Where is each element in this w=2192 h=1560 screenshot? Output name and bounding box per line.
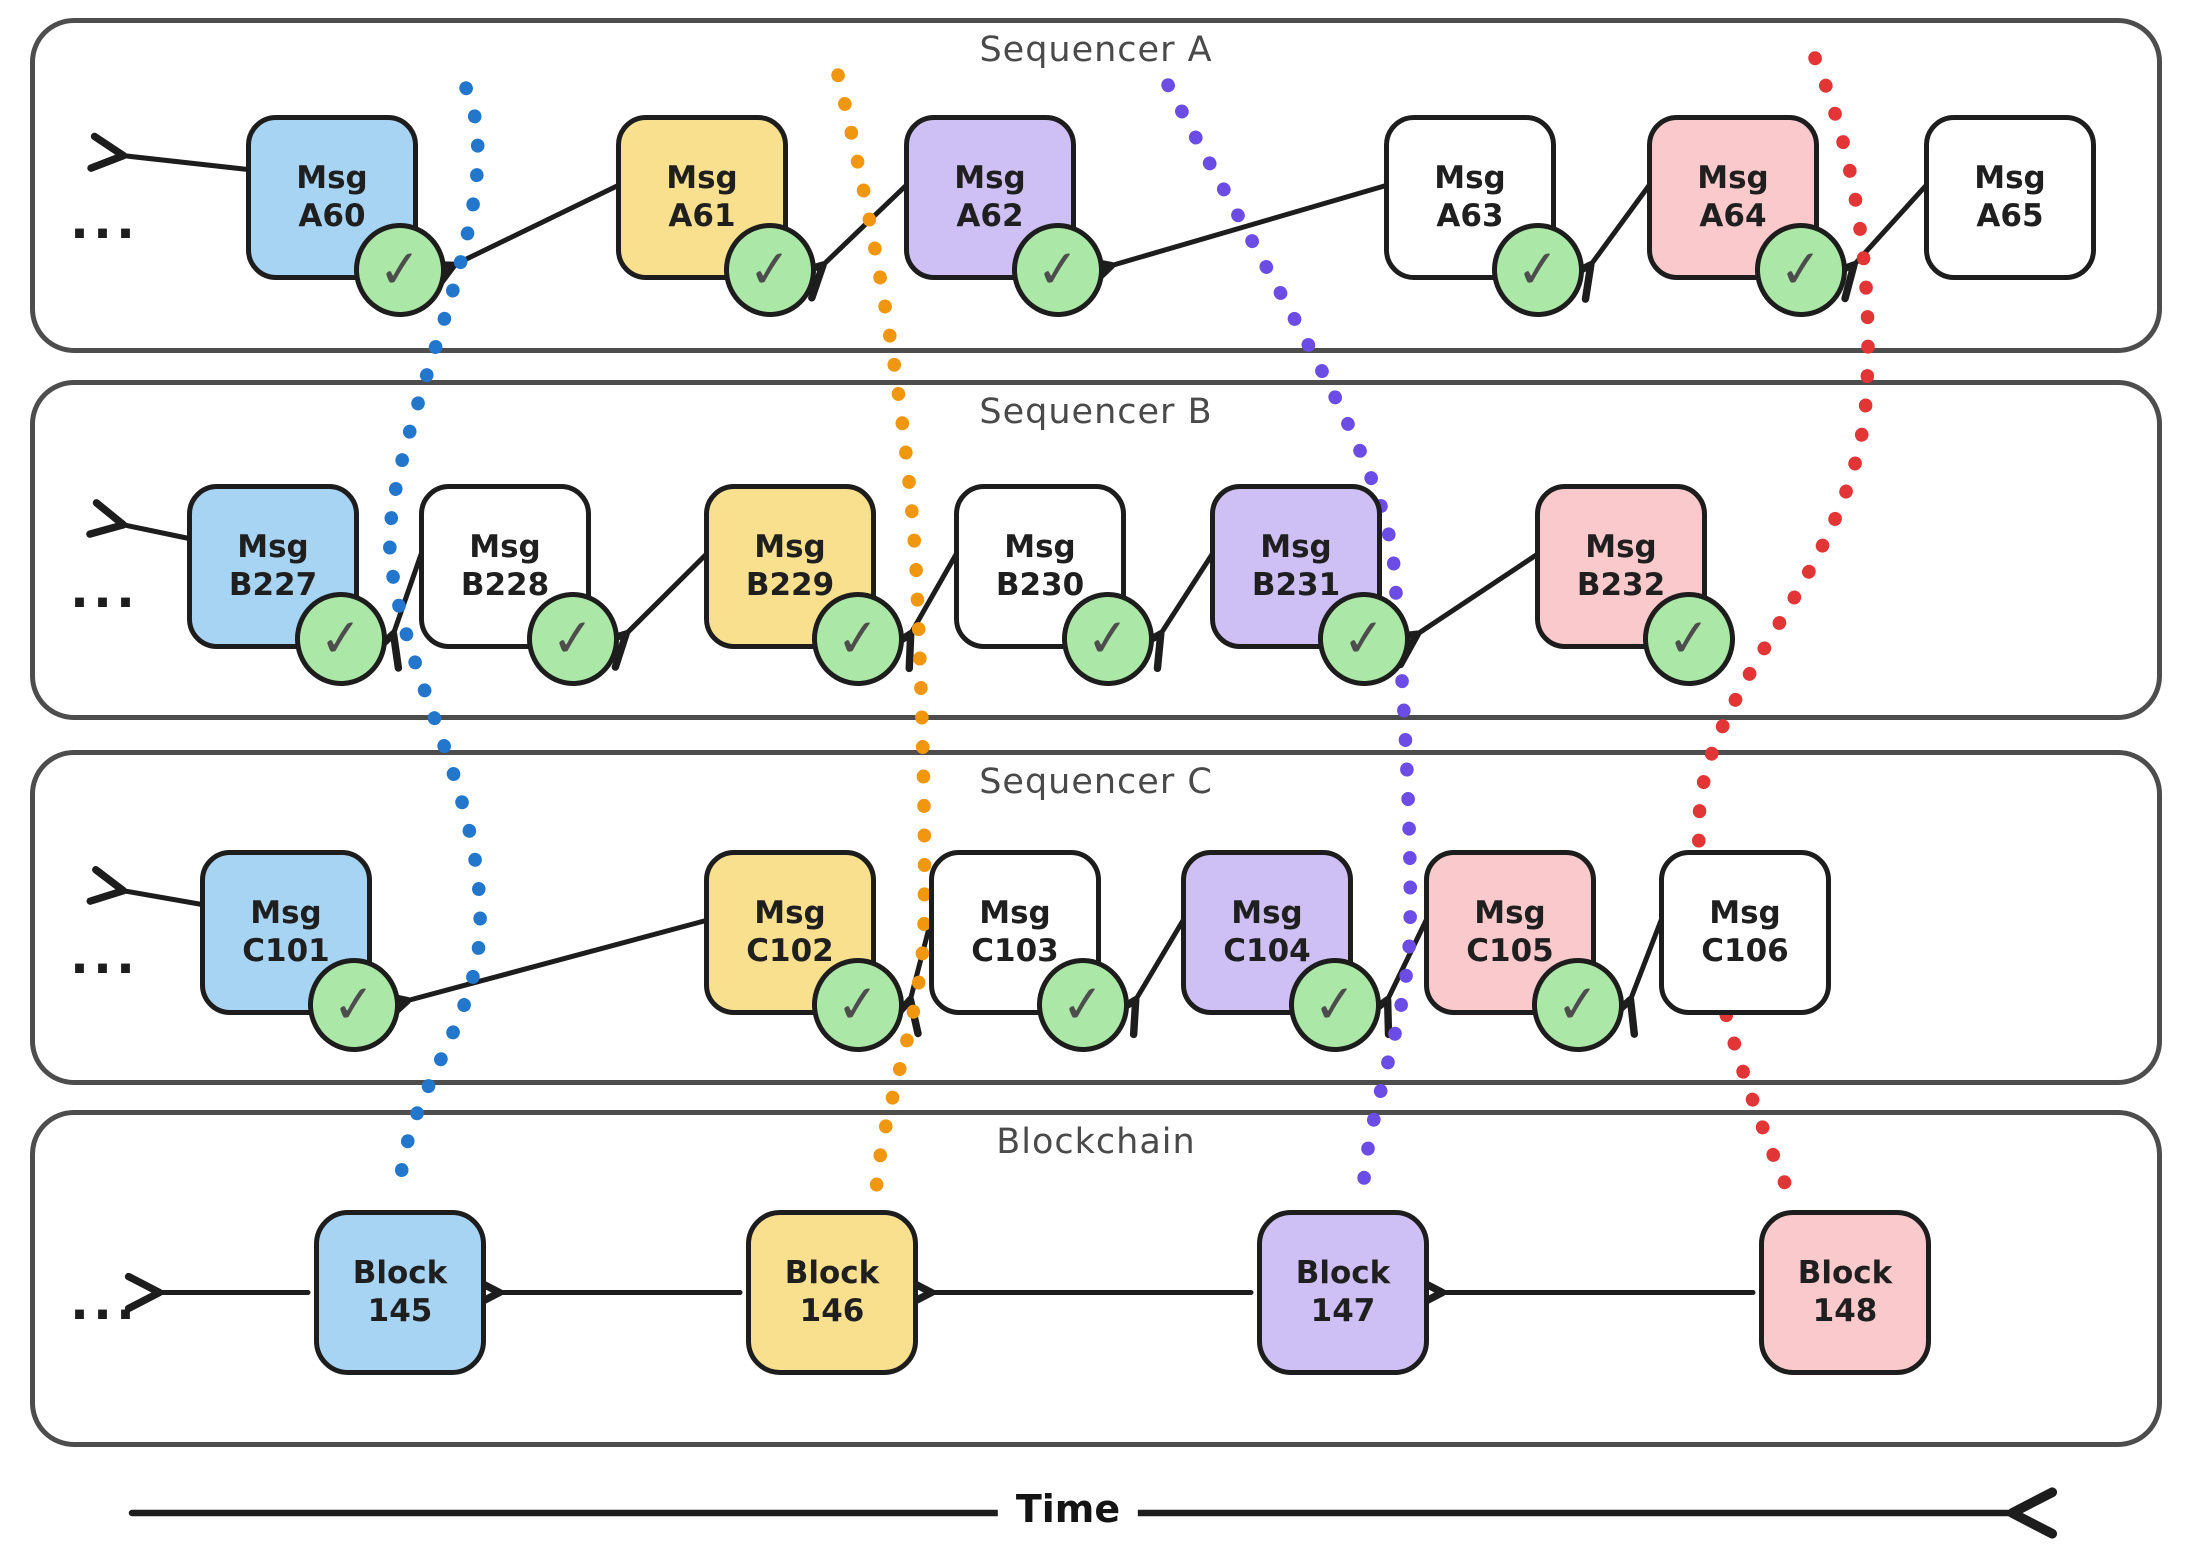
box-label-kind: Msg: [1585, 528, 1657, 565]
message-A61: Msg A61: [616, 115, 788, 280]
box-label-kind: Msg: [250, 894, 322, 931]
block-147: Block 147: [1257, 1210, 1429, 1375]
box-label-id: A62: [956, 197, 1024, 234]
ellipsis-blockchain: ...: [70, 1272, 139, 1331]
time-axis-label: Time: [997, 1487, 1139, 1531]
box-label-id: A61: [668, 197, 736, 234]
box-label-id: B228: [460, 566, 550, 603]
box-label-kind: Msg: [754, 528, 826, 565]
box-label-id: 148: [1812, 1292, 1878, 1329]
box-label-kind: Msg: [979, 894, 1051, 931]
box-label-kind: Msg: [469, 528, 541, 565]
box-label-kind: Msg: [666, 159, 738, 196]
ellipsis-sequencer-a: ...: [70, 191, 139, 250]
box-label-kind: Block: [1295, 1254, 1391, 1291]
box-label-id: A65: [1976, 197, 2044, 234]
block-146: Block 146: [746, 1210, 918, 1375]
panel-title-sequencer-c: Sequencer C: [979, 762, 1213, 802]
box-label-kind: Msg: [1974, 159, 2046, 196]
box-label-id: C104: [1223, 932, 1311, 969]
box-label-id: C106: [1701, 932, 1789, 969]
box-label-kind: Msg: [954, 159, 1026, 196]
box-label-id: C102: [746, 932, 834, 969]
panel-title-sequencer-b: Sequencer B: [979, 392, 1213, 432]
box-label-id: 147: [1310, 1292, 1376, 1329]
box-label-kind: Block: [784, 1254, 880, 1291]
box-label-kind: Msg: [296, 159, 368, 196]
message-C105: Msg C105: [1424, 850, 1596, 1015]
box-label-kind: Block: [1797, 1254, 1893, 1291]
panel-title-sequencer-a: Sequencer A: [979, 30, 1213, 70]
message-C106: Msg C106: [1659, 850, 1831, 1015]
box-label-id: B231: [1251, 566, 1341, 603]
message-B230: Msg B230: [954, 484, 1126, 649]
message-A65: Msg A65: [1924, 115, 2096, 280]
box-label-kind: Msg: [754, 894, 826, 931]
box-label-id: C101: [242, 932, 330, 969]
panel-title-blockchain: Blockchain: [996, 1122, 1196, 1162]
box-label-id: A64: [1699, 197, 1767, 234]
message-C103: Msg C103: [929, 850, 1101, 1015]
box-label-kind: Msg: [1004, 528, 1076, 565]
box-label-id: B227: [228, 566, 318, 603]
box-label-id: 146: [799, 1292, 865, 1329]
block-148: Block 148: [1759, 1210, 1931, 1375]
box-label-kind: Block: [352, 1254, 448, 1291]
box-label-id: C103: [971, 932, 1059, 969]
box-label-kind: Msg: [1260, 528, 1332, 565]
box-label-id: B232: [1576, 566, 1666, 603]
box-label-id: A60: [298, 197, 366, 234]
box-label-kind: Msg: [1231, 894, 1303, 931]
box-label-kind: Msg: [1697, 159, 1769, 196]
box-label-kind: Msg: [1434, 159, 1506, 196]
box-label-id: A63: [1436, 197, 1504, 234]
box-label-kind: Msg: [1474, 894, 1546, 931]
box-label-id: C105: [1466, 932, 1554, 969]
message-A63: Msg A63: [1384, 115, 1556, 280]
box-label-id: B229: [745, 566, 835, 603]
ellipsis-sequencer-b: ...: [70, 560, 139, 619]
block-145: Block 145: [314, 1210, 486, 1375]
box-label-id: B230: [995, 566, 1085, 603]
ellipsis-sequencer-c: ...: [70, 926, 139, 985]
box-label-kind: Msg: [237, 528, 309, 565]
box-label-id: 145: [367, 1292, 433, 1329]
box-label-kind: Msg: [1709, 894, 1781, 931]
